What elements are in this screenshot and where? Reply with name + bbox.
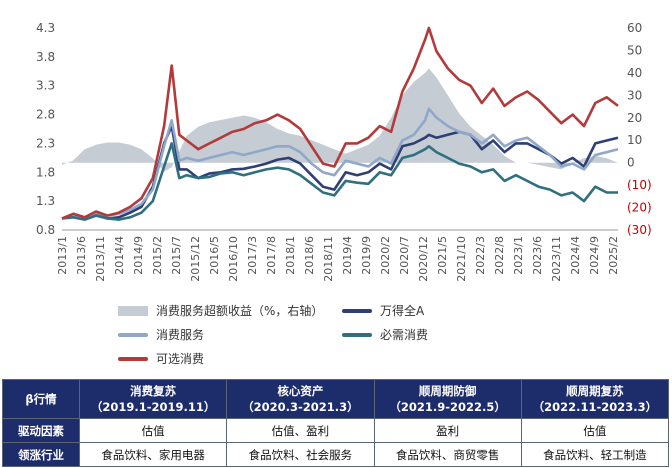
table-column-header: 消费复苏 （2019.1-2019.11） (78, 379, 228, 419)
x-axis-tick-label: 2023/11 (550, 236, 563, 282)
x-axis-tick-label: 2023/6 (531, 236, 544, 275)
x-axis-tick-label: 2022/3 (474, 236, 487, 275)
table-row: 驱动因素 估值 估值、盈利 盈利 估值 (2, 418, 670, 443)
x-axis-tick-label: 2020/2 (379, 236, 392, 275)
right-axis-tick-label: 60 (627, 21, 642, 35)
table-corner-cell: β行情 (2, 379, 80, 419)
x-axis-tick-label: 2020/12 (417, 236, 430, 282)
right-axis-tick-label: (20) (627, 201, 652, 215)
x-axis-tick-label: 2025/2 (607, 236, 620, 275)
x-axis-tick-label: 2018/6 (303, 236, 316, 275)
x-axis-tick-label: 2016/10 (227, 236, 240, 282)
legend-label-consumer-staples: 必需消费 (380, 328, 429, 342)
x-axis-tick-label: 2013/6 (75, 236, 88, 275)
wind-all-a-line (61, 124, 619, 220)
x-axis-tick-label: 2023/1 (512, 236, 525, 275)
x-axis-tick-label: 2015/2 (151, 236, 164, 275)
legend-label-consumer-services: 消费服务 (156, 328, 205, 342)
axes-layer: 4.3 3.8 3.3 2.8 2.3 1.8 1.3 0.8 60 50 40 30 20 10 0 (10… (36, 21, 652, 282)
x-axis-tick-label: 2020/7 (398, 236, 411, 275)
right-axis-tick-label: 30 (627, 88, 642, 102)
table-column-header: 顺周期防御 （2021.9-2022.5） (373, 379, 522, 419)
column-period: （2020.3-2021.3） (242, 400, 359, 414)
left-axis-tick-label: 3.3 (36, 79, 55, 93)
consumer-discretionary-line (61, 26, 619, 220)
legend-item-consumer-staples: 必需消费 (342, 326, 428, 343)
column-period: （2022.11-2023.3） (532, 400, 658, 414)
legend-swatch-line (342, 332, 372, 337)
legend-label-wind-all-a: 万得全A (380, 304, 425, 318)
table-cell: 食品饮料、家用电器 (78, 442, 228, 467)
legend-item-wind-all-a: 万得全A (342, 302, 424, 319)
column-period: （2019.1-2019.11） (90, 400, 216, 414)
table-cell: 估值 (78, 418, 228, 443)
legend-label-excess-return: 消费服务超额收益（%，右轴） (156, 304, 324, 318)
x-axis-tick-label: 2024/4 (569, 236, 582, 275)
index-lines-layer (61, 26, 619, 221)
x-axis-tick-label: 2022/8 (493, 236, 506, 275)
right-axis-tick-label: 0 (627, 156, 635, 170)
row-header: 驱动因素 (2, 418, 80, 443)
legend-swatch-line (342, 308, 372, 313)
column-period: （2021.9-2022.5） (389, 400, 506, 414)
right-axis-tick-label: (10) (627, 178, 652, 192)
x-axis-tick-label: 2018/1 (284, 236, 297, 275)
x-axis-tick-label: 2014/4 (113, 236, 126, 275)
left-axis-tick-label: 4.3 (36, 21, 55, 35)
legend-swatch-area (118, 305, 148, 316)
column-title: 消费复苏 (130, 384, 177, 398)
left-axis-tick-label: 1.3 (36, 194, 55, 208)
consumer-services-line (61, 107, 619, 220)
table-cell: 盈利 (373, 418, 522, 443)
column-title: 顺周期防御 (418, 384, 477, 398)
left-axis-tick-label: 2.3 (36, 136, 55, 150)
x-axis-tick-label: 2016/5 (208, 236, 221, 275)
x-axis-tick-label: 2013/1 (56, 236, 69, 275)
chart-figure: 4.3 3.8 3.3 2.8 2.3 1.8 1.3 0.8 60 50 40 30 20 10 0 (10… (36, 21, 652, 282)
column-title: 核心资产 (277, 384, 324, 398)
right-axis-tick-label: 10 (627, 133, 642, 147)
table-cell: 食品饮料、社会服务 (226, 442, 375, 467)
table-cell: 食品饮料、轻工制造 (520, 442, 670, 467)
x-axis-tick-label: 2019/9 (360, 236, 373, 275)
table-cell: 估值、盈利 (226, 418, 375, 443)
right-axis-tick-label: (30) (627, 223, 652, 237)
left-axis-tick-label: 3.8 (36, 50, 55, 64)
table-cell: 估值 (520, 418, 670, 443)
legend-item-consumer-services: 消费服务 (118, 326, 204, 343)
left-axis-tick-label: 1.8 (36, 165, 55, 179)
x-axis-tick-label: 2017/3 (246, 236, 259, 275)
beta-regime-table: β行情 消费复苏 （2019.1-2019.11） 核心资产 （2020.3-2… (2, 379, 670, 467)
table-cell: 食品饮料、商贸零售 (373, 442, 522, 467)
right-axis-tick-label: 50 (627, 43, 642, 57)
x-axis-tick-label: 2015/12 (189, 236, 202, 282)
x-axis-tick-label: 2013/11 (94, 236, 107, 282)
right-axis-tick-label: 20 (627, 111, 642, 125)
legend-swatch-line (118, 332, 148, 337)
table-column-header: 顺周期复苏 （2022.11-2023.3） (520, 379, 670, 419)
x-axis-tick-label: 2019/4 (341, 236, 354, 275)
legend-item-consumer-discretionary: 可选消费 (118, 350, 204, 367)
left-axis-tick-label: 0.8 (36, 223, 55, 237)
right-axis-tick-label: 40 (627, 66, 642, 80)
x-axis-tick-label: 2018/11 (322, 236, 335, 282)
consumer-staples-line (61, 142, 618, 221)
legend-label-consumer-discretionary: 可选消费 (156, 352, 205, 366)
table-row: 领涨行业 食品饮料、家用电器 食品饮料、社会服务 食品饮料、商贸零售 食品饮料、… (2, 442, 670, 467)
table-column-header: 核心资产 （2020.3-2021.3） (226, 379, 375, 419)
legend-swatch-line (118, 356, 148, 361)
x-axis-tick-label: 2024/9 (588, 236, 601, 275)
row-header: 领涨行业 (2, 442, 80, 467)
table-header-row: β行情 消费复苏 （2019.1-2019.11） 核心资产 （2020.3-2… (2, 379, 670, 419)
x-axis-tick-label: 2014/9 (132, 236, 145, 275)
x-axis-tick-label: 2021/5 (436, 236, 449, 275)
legend-item-excess-return: 消费服务超额收益（%，右轴） (118, 302, 323, 319)
x-axis-tick-label: 2021/10 (455, 236, 468, 282)
column-title: 顺周期复苏 (566, 384, 624, 398)
chart-legend: 消费服务超额收益（%，右轴） 万得全A 消费服务 必需消费 可选消费 (118, 298, 498, 370)
left-axis-tick-label: 2.8 (36, 108, 55, 122)
x-axis-tick-label: 2017/8 (265, 236, 278, 275)
x-axis-tick-label: 2015/7 (170, 236, 183, 275)
